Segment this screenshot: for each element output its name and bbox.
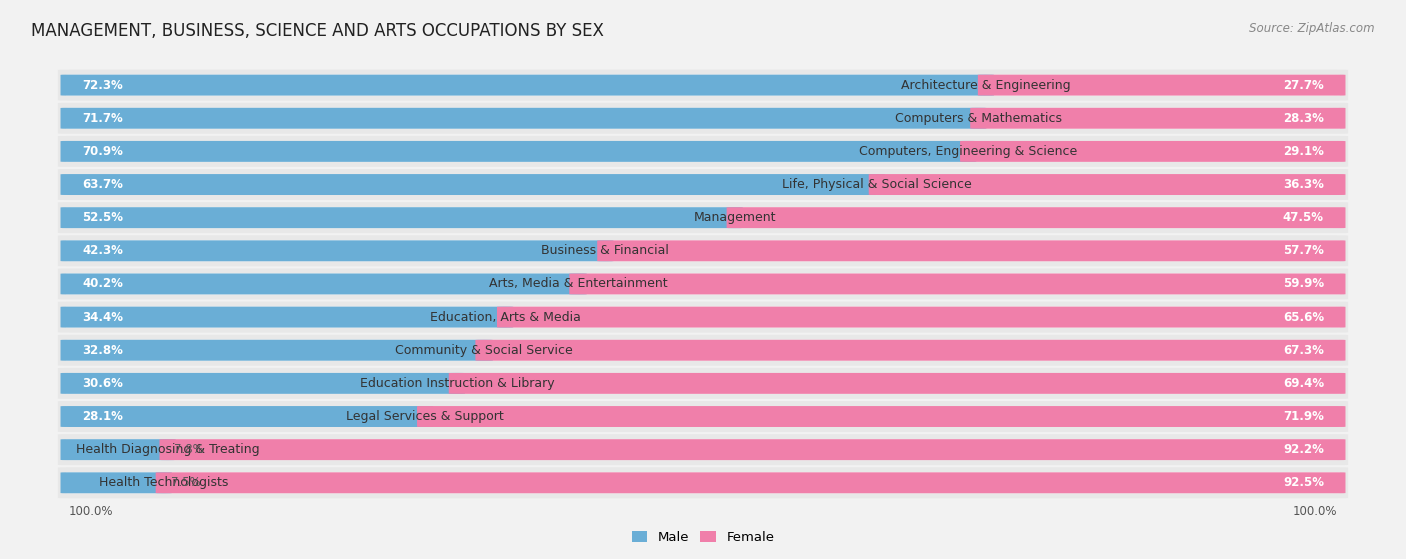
- Text: 71.9%: 71.9%: [1284, 410, 1324, 423]
- FancyBboxPatch shape: [496, 307, 1346, 328]
- FancyBboxPatch shape: [66, 406, 1340, 427]
- FancyBboxPatch shape: [869, 174, 1346, 195]
- FancyBboxPatch shape: [66, 174, 1340, 195]
- FancyBboxPatch shape: [60, 207, 742, 228]
- Text: Education, Arts & Media: Education, Arts & Media: [430, 311, 581, 324]
- FancyBboxPatch shape: [977, 75, 1346, 96]
- FancyBboxPatch shape: [58, 268, 1348, 300]
- FancyBboxPatch shape: [60, 141, 976, 162]
- FancyBboxPatch shape: [60, 307, 513, 328]
- FancyBboxPatch shape: [60, 472, 172, 493]
- FancyBboxPatch shape: [58, 302, 1348, 333]
- Text: 30.6%: 30.6%: [82, 377, 122, 390]
- FancyBboxPatch shape: [60, 240, 613, 261]
- Text: 40.2%: 40.2%: [82, 277, 122, 291]
- Text: 36.3%: 36.3%: [1284, 178, 1324, 191]
- FancyBboxPatch shape: [569, 273, 1346, 295]
- Text: 7.5%: 7.5%: [170, 476, 200, 489]
- Text: 29.1%: 29.1%: [1284, 145, 1324, 158]
- Text: Legal Services & Support: Legal Services & Support: [346, 410, 503, 423]
- FancyBboxPatch shape: [66, 307, 1340, 328]
- Legend: Male, Female: Male, Female: [626, 526, 780, 549]
- FancyBboxPatch shape: [66, 240, 1340, 261]
- Text: 32.8%: 32.8%: [82, 344, 122, 357]
- FancyBboxPatch shape: [66, 108, 1340, 129]
- Text: 67.3%: 67.3%: [1284, 344, 1324, 357]
- Text: Health Technologists: Health Technologists: [98, 476, 228, 489]
- Text: Community & Social Service: Community & Social Service: [395, 344, 574, 357]
- FancyBboxPatch shape: [598, 240, 1346, 261]
- Text: 100.0%: 100.0%: [69, 505, 112, 518]
- Text: 57.7%: 57.7%: [1284, 244, 1324, 257]
- FancyBboxPatch shape: [60, 174, 884, 195]
- FancyBboxPatch shape: [66, 373, 1340, 394]
- Text: Education Instruction & Library: Education Instruction & Library: [360, 377, 554, 390]
- FancyBboxPatch shape: [58, 401, 1348, 432]
- Text: 70.9%: 70.9%: [82, 145, 122, 158]
- Text: 65.6%: 65.6%: [1282, 311, 1324, 324]
- Text: 47.5%: 47.5%: [1282, 211, 1324, 224]
- FancyBboxPatch shape: [60, 373, 465, 394]
- Text: 92.2%: 92.2%: [1284, 443, 1324, 456]
- FancyBboxPatch shape: [66, 75, 1340, 96]
- FancyBboxPatch shape: [66, 472, 1340, 493]
- FancyBboxPatch shape: [727, 207, 1346, 228]
- Text: 7.8%: 7.8%: [174, 443, 204, 456]
- FancyBboxPatch shape: [475, 340, 1346, 361]
- Text: 72.3%: 72.3%: [82, 79, 122, 92]
- FancyBboxPatch shape: [66, 207, 1340, 228]
- FancyBboxPatch shape: [66, 141, 1340, 162]
- FancyBboxPatch shape: [418, 406, 1346, 427]
- Text: 59.9%: 59.9%: [1282, 277, 1324, 291]
- FancyBboxPatch shape: [60, 273, 586, 295]
- FancyBboxPatch shape: [58, 467, 1348, 498]
- FancyBboxPatch shape: [66, 439, 1340, 460]
- Text: 63.7%: 63.7%: [82, 178, 122, 191]
- Text: 27.7%: 27.7%: [1284, 79, 1324, 92]
- FancyBboxPatch shape: [66, 273, 1340, 295]
- Text: 28.3%: 28.3%: [1284, 112, 1324, 125]
- Text: 28.1%: 28.1%: [82, 410, 122, 423]
- Text: 92.5%: 92.5%: [1282, 476, 1324, 489]
- FancyBboxPatch shape: [156, 472, 1346, 493]
- FancyBboxPatch shape: [60, 75, 994, 96]
- Text: Health Diagnosing & Treating: Health Diagnosing & Treating: [76, 443, 259, 456]
- FancyBboxPatch shape: [58, 335, 1348, 366]
- FancyBboxPatch shape: [58, 136, 1348, 167]
- FancyBboxPatch shape: [960, 141, 1346, 162]
- Text: Life, Physical & Social Science: Life, Physical & Social Science: [782, 178, 972, 191]
- FancyBboxPatch shape: [449, 373, 1346, 394]
- FancyBboxPatch shape: [58, 202, 1348, 233]
- Text: 69.4%: 69.4%: [1282, 377, 1324, 390]
- FancyBboxPatch shape: [58, 434, 1348, 465]
- Text: Business & Financial: Business & Financial: [541, 244, 669, 257]
- Text: Architecture & Engineering: Architecture & Engineering: [901, 79, 1071, 92]
- Text: 42.3%: 42.3%: [82, 244, 122, 257]
- Text: Management: Management: [693, 211, 776, 224]
- Text: Arts, Media & Entertainment: Arts, Media & Entertainment: [489, 277, 668, 291]
- FancyBboxPatch shape: [159, 439, 1346, 460]
- FancyBboxPatch shape: [60, 406, 433, 427]
- Text: 34.4%: 34.4%: [82, 311, 124, 324]
- FancyBboxPatch shape: [60, 340, 494, 361]
- Text: MANAGEMENT, BUSINESS, SCIENCE AND ARTS OCCUPATIONS BY SEX: MANAGEMENT, BUSINESS, SCIENCE AND ARTS O…: [31, 22, 603, 40]
- FancyBboxPatch shape: [66, 340, 1340, 361]
- Text: 71.7%: 71.7%: [82, 112, 122, 125]
- Text: Source: ZipAtlas.com: Source: ZipAtlas.com: [1250, 22, 1375, 35]
- FancyBboxPatch shape: [58, 235, 1348, 266]
- FancyBboxPatch shape: [58, 70, 1348, 101]
- FancyBboxPatch shape: [60, 439, 176, 460]
- FancyBboxPatch shape: [58, 103, 1348, 134]
- FancyBboxPatch shape: [58, 169, 1348, 200]
- FancyBboxPatch shape: [58, 368, 1348, 399]
- Text: Computers, Engineering & Science: Computers, Engineering & Science: [859, 145, 1077, 158]
- FancyBboxPatch shape: [970, 108, 1346, 129]
- Text: 100.0%: 100.0%: [1294, 505, 1337, 518]
- FancyBboxPatch shape: [60, 108, 987, 129]
- Text: 52.5%: 52.5%: [82, 211, 124, 224]
- Text: Computers & Mathematics: Computers & Mathematics: [894, 112, 1062, 125]
